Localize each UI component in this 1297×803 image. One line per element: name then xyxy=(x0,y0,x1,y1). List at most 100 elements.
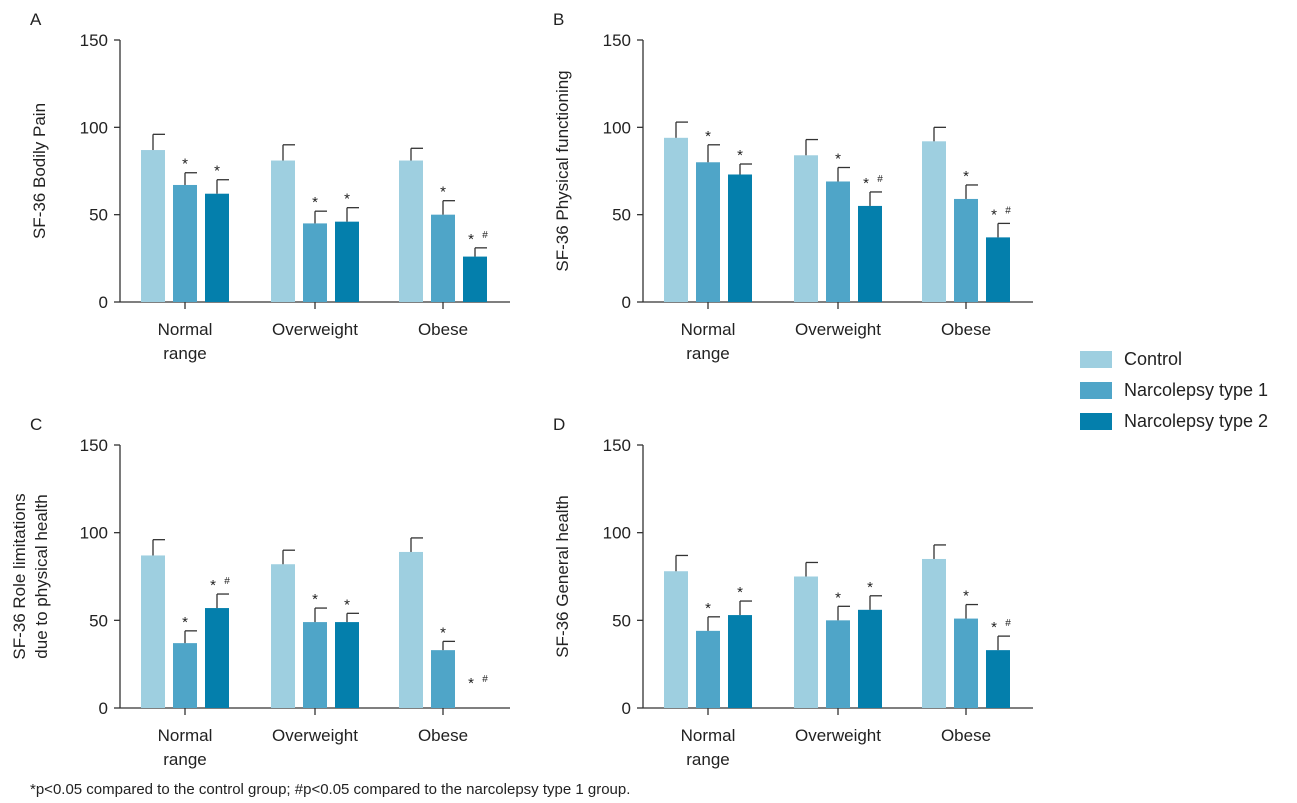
legend-swatch-nt2 xyxy=(1080,413,1112,430)
bar xyxy=(986,237,1010,302)
bar xyxy=(303,223,327,302)
legend-item-control: Control xyxy=(1080,344,1268,375)
y-tick-label: 150 xyxy=(80,31,108,50)
y-tick-label: 50 xyxy=(612,206,631,225)
significance-marker: * xyxy=(312,591,318,608)
legend-label: Narcolepsy type 1 xyxy=(1124,380,1269,400)
bar xyxy=(431,650,455,708)
significance-marker: * xyxy=(440,624,446,641)
x-tick-label: Obese xyxy=(418,320,468,339)
significance-marker: * xyxy=(344,596,350,613)
significance-marker: # xyxy=(1005,618,1011,629)
significance-marker: * xyxy=(468,675,474,692)
bar xyxy=(728,615,752,708)
bar xyxy=(794,155,818,302)
significance-marker: * xyxy=(468,231,474,248)
significance-marker: * xyxy=(963,168,969,185)
y-tick-label: 100 xyxy=(80,118,108,137)
bar xyxy=(696,630,720,708)
y-axis-title: due to physical health xyxy=(32,494,51,658)
legend-item-nt1: Narcolepsy type 1 xyxy=(1080,375,1268,406)
x-tick-label: Obese xyxy=(941,320,991,339)
significance-marker: * xyxy=(737,584,743,601)
bar xyxy=(173,184,197,302)
y-axis-title: SF-36 General health xyxy=(553,495,572,658)
significance-marker: * xyxy=(182,614,188,631)
y-tick-label: 100 xyxy=(80,524,108,543)
bar xyxy=(954,198,978,302)
significance-marker: * xyxy=(705,600,711,617)
x-tick-label: Overweight xyxy=(795,320,881,339)
bar xyxy=(826,620,850,708)
footnote: *p<0.05 compared to the control group; #… xyxy=(30,781,631,798)
significance-marker: * xyxy=(440,184,446,201)
y-tick-label: 0 xyxy=(622,293,631,312)
y-tick-label: 0 xyxy=(99,293,108,312)
bar xyxy=(335,221,359,302)
bar xyxy=(399,160,423,302)
y-axis-title: SF-36 Physical functioning xyxy=(553,70,572,271)
significance-marker: * xyxy=(991,619,997,636)
significance-marker: * xyxy=(991,206,997,223)
bar xyxy=(954,618,978,708)
x-tick-label: Obese xyxy=(418,726,468,745)
bar xyxy=(986,650,1010,708)
bar xyxy=(271,564,295,708)
x-tick-label: Overweight xyxy=(795,726,881,745)
legend-label: Narcolepsy type 2 xyxy=(1124,411,1269,431)
legend-item-nt2: Narcolepsy type 2 xyxy=(1080,406,1268,437)
bar xyxy=(664,137,688,302)
significance-marker: # xyxy=(482,230,488,241)
legend-swatch-nt1 xyxy=(1080,382,1112,399)
y-tick-label: 50 xyxy=(89,611,108,630)
x-tick-label: Obese xyxy=(941,726,991,745)
significance-marker: * xyxy=(867,579,873,596)
significance-marker: * xyxy=(312,194,318,211)
x-tick-label: range xyxy=(686,344,729,363)
y-tick-label: 150 xyxy=(603,31,631,50)
y-axis-title: SF-36 Bodily Pain xyxy=(30,103,49,239)
significance-marker: * xyxy=(344,191,350,208)
bar xyxy=(271,160,295,302)
x-tick-label: range xyxy=(163,344,206,363)
significance-marker: * xyxy=(835,151,841,168)
bar xyxy=(141,555,165,708)
significance-marker: # xyxy=(482,674,488,685)
y-tick-label: 50 xyxy=(612,611,631,630)
bar xyxy=(335,622,359,708)
legend: Control Narcolepsy type 1 Narcolepsy typ… xyxy=(1080,344,1268,437)
x-tick-label: Normal xyxy=(681,726,736,745)
x-tick-label: range xyxy=(686,750,729,769)
y-tick-label: 0 xyxy=(99,699,108,718)
y-tick-label: 0 xyxy=(622,699,631,718)
significance-marker: * xyxy=(963,588,969,605)
x-tick-label: Normal xyxy=(158,726,213,745)
significance-marker: * xyxy=(214,163,220,180)
bar xyxy=(173,643,197,708)
significance-marker: # xyxy=(224,576,230,587)
significance-marker: # xyxy=(1005,205,1011,216)
bar xyxy=(303,622,327,708)
significance-marker: * xyxy=(863,175,869,192)
x-tick-label: Overweight xyxy=(272,320,358,339)
significance-marker: * xyxy=(210,577,216,594)
bar xyxy=(858,205,882,302)
panel-label: C xyxy=(30,415,42,434)
significance-marker: * xyxy=(835,589,841,606)
bar xyxy=(205,193,229,302)
y-axis-title: SF-36 Role limitations xyxy=(10,493,29,659)
x-tick-label: Normal xyxy=(681,320,736,339)
bar xyxy=(826,181,850,302)
y-tick-label: 100 xyxy=(603,118,631,137)
bar xyxy=(858,609,882,708)
significance-marker: * xyxy=(737,147,743,164)
x-tick-label: Overweight xyxy=(272,726,358,745)
panel-label: D xyxy=(553,415,565,434)
x-tick-label: Normal xyxy=(158,320,213,339)
significance-marker: * xyxy=(705,128,711,145)
y-tick-label: 50 xyxy=(89,206,108,225)
bar xyxy=(696,162,720,302)
bar xyxy=(141,150,165,302)
bar xyxy=(922,141,946,302)
